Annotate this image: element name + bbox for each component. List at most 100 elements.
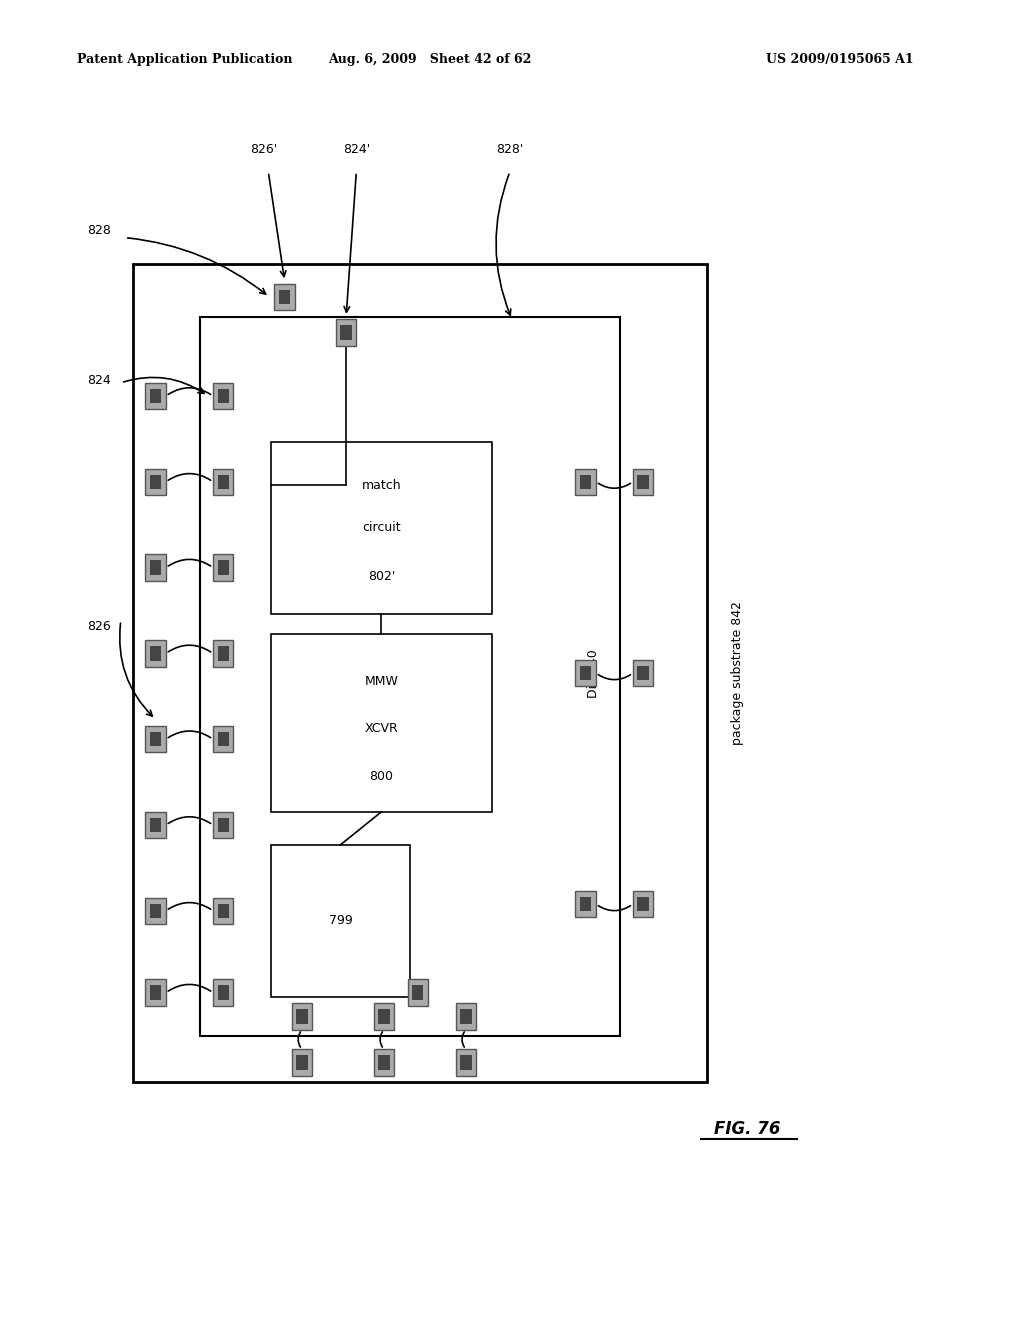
Bar (213, 469, 233, 495)
Text: 824': 824' (343, 143, 370, 156)
Bar (637, 667, 649, 681)
Bar (145, 554, 166, 581)
Bar (297, 1008, 307, 1024)
Bar (217, 985, 229, 1001)
Text: 826: 826 (87, 620, 111, 634)
Bar (374, 1003, 394, 1030)
Bar (217, 560, 229, 576)
FancyArrowPatch shape (462, 1032, 464, 1047)
Bar (340, 326, 352, 339)
FancyArrowPatch shape (168, 817, 211, 824)
Bar (461, 1056, 471, 1069)
Bar (271, 845, 410, 997)
Bar (274, 284, 295, 310)
Bar (150, 474, 162, 488)
Text: 800: 800 (370, 770, 393, 783)
FancyArrowPatch shape (168, 388, 211, 395)
Text: package substrate 842: package substrate 842 (731, 601, 743, 746)
Bar (145, 726, 166, 752)
Text: 799: 799 (329, 915, 352, 927)
FancyArrowPatch shape (168, 731, 211, 738)
Text: US 2009/0195065 A1: US 2009/0195065 A1 (766, 53, 913, 66)
Bar (200, 317, 620, 1036)
Bar (145, 812, 166, 838)
Bar (213, 640, 233, 667)
FancyArrowPatch shape (168, 560, 211, 566)
Bar (580, 667, 592, 681)
Text: XCVR: XCVR (365, 722, 398, 734)
Bar (150, 731, 162, 747)
Text: 828': 828' (497, 143, 523, 156)
Text: Aug. 6, 2009   Sheet 42 of 62: Aug. 6, 2009 Sheet 42 of 62 (329, 53, 531, 66)
Bar (145, 383, 166, 409)
Bar (213, 979, 233, 1006)
Bar (150, 645, 162, 660)
Bar (217, 817, 229, 833)
FancyArrowPatch shape (168, 985, 211, 991)
Bar (297, 1056, 307, 1069)
Bar (213, 726, 233, 752)
FancyArrowPatch shape (168, 903, 211, 909)
Bar (150, 985, 162, 1001)
FancyArrowPatch shape (598, 483, 631, 488)
Bar (575, 660, 596, 686)
Bar (633, 891, 653, 917)
Bar (336, 319, 356, 346)
Bar (408, 979, 428, 1006)
Bar (145, 469, 166, 495)
Bar (217, 903, 229, 919)
FancyArrowPatch shape (168, 645, 211, 652)
Bar (379, 1008, 389, 1024)
Text: 824: 824 (87, 374, 111, 387)
Bar (217, 645, 229, 660)
FancyArrowPatch shape (598, 906, 631, 911)
Bar (633, 660, 653, 686)
Text: MMW: MMW (365, 676, 398, 688)
Text: Patent Application Publication: Patent Application Publication (77, 53, 292, 66)
Text: 828: 828 (87, 224, 111, 238)
Bar (580, 898, 592, 911)
Bar (150, 817, 162, 833)
Bar (575, 891, 596, 917)
Bar (217, 474, 229, 488)
Bar (580, 474, 592, 488)
Bar (575, 469, 596, 495)
Bar (633, 469, 653, 495)
Bar (271, 634, 492, 812)
FancyArrowPatch shape (168, 474, 211, 480)
Bar (217, 731, 229, 747)
Bar (637, 474, 649, 488)
Text: 826': 826' (251, 143, 278, 156)
Bar (145, 640, 166, 667)
Text: 802': 802' (368, 569, 395, 582)
Bar (637, 898, 649, 911)
Bar (279, 289, 291, 304)
FancyArrowPatch shape (298, 1032, 300, 1047)
Bar (412, 985, 424, 1001)
Bar (150, 388, 162, 404)
Text: circuit: circuit (362, 521, 400, 535)
Bar (461, 1008, 471, 1024)
Bar (271, 442, 492, 614)
Bar (145, 898, 166, 924)
Bar (213, 898, 233, 924)
Bar (133, 264, 707, 1082)
Bar (292, 1049, 312, 1076)
Bar (379, 1056, 389, 1069)
Bar (456, 1003, 476, 1030)
Bar (150, 903, 162, 919)
FancyArrowPatch shape (598, 675, 631, 680)
Text: FIG. 76: FIG. 76 (715, 1119, 780, 1138)
Bar (374, 1049, 394, 1076)
FancyArrowPatch shape (380, 1032, 382, 1047)
Bar (217, 388, 229, 404)
Bar (145, 979, 166, 1006)
Bar (456, 1049, 476, 1076)
Bar (213, 812, 233, 838)
Bar (150, 560, 162, 576)
Text: match: match (361, 479, 401, 491)
Text: Die 840: Die 840 (588, 649, 600, 697)
Bar (292, 1003, 312, 1030)
Bar (213, 383, 233, 409)
Bar (213, 554, 233, 581)
